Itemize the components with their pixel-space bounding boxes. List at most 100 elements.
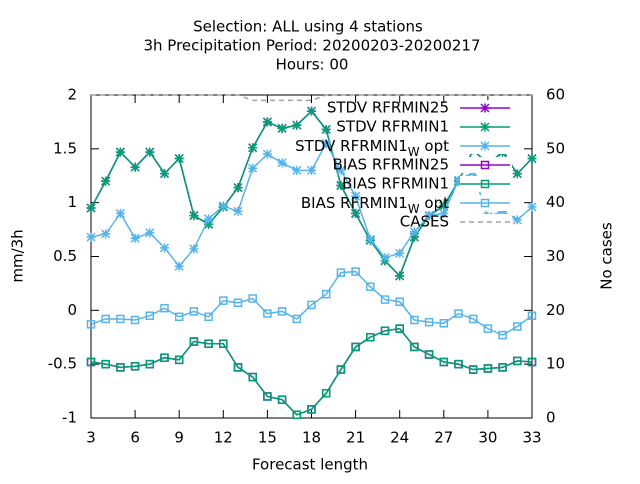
series-line bbox=[90, 327, 533, 416]
point-marker bbox=[204, 312, 213, 322]
x-tick-label: 33 bbox=[522, 429, 541, 447]
legend-bg bbox=[460, 214, 512, 230]
point-marker bbox=[480, 198, 490, 208]
point-marker bbox=[454, 309, 463, 318]
point-marker bbox=[159, 169, 170, 179]
point-marker bbox=[86, 232, 96, 242]
point-marker bbox=[189, 337, 199, 346]
y-tick-label: 0.5 bbox=[53, 247, 77, 265]
point-marker bbox=[263, 392, 272, 401]
point-marker bbox=[321, 388, 331, 398]
x-tick-label: 27 bbox=[434, 429, 453, 447]
point-marker bbox=[159, 243, 170, 253]
point-marker bbox=[395, 248, 405, 258]
point-marker bbox=[116, 363, 125, 372]
point-marker bbox=[115, 147, 125, 157]
point-marker bbox=[527, 311, 537, 320]
point-marker bbox=[160, 303, 169, 313]
point-marker bbox=[380, 326, 390, 336]
point-marker bbox=[189, 307, 199, 316]
point-marker bbox=[453, 175, 464, 185]
point-marker bbox=[306, 106, 317, 116]
point-marker bbox=[366, 282, 375, 291]
point-marker bbox=[409, 227, 419, 237]
y-axis-label: mm/3h bbox=[9, 229, 27, 282]
y-tick-label: 1 bbox=[67, 193, 77, 211]
point-marker bbox=[248, 163, 258, 173]
x-tick-label: 9 bbox=[174, 429, 184, 447]
point-marker bbox=[527, 357, 537, 367]
point-marker bbox=[174, 312, 184, 322]
legend-label: BIAS RFRMIN25 bbox=[333, 156, 449, 174]
legend-label: STDV RFRMIN1W opt bbox=[295, 137, 449, 159]
y-tick-label: 1.5 bbox=[53, 139, 77, 157]
point-marker bbox=[262, 149, 272, 159]
point-marker bbox=[233, 183, 243, 193]
point-marker bbox=[189, 244, 199, 254]
point-marker bbox=[145, 359, 155, 369]
point-marker bbox=[189, 211, 199, 221]
point-marker bbox=[86, 320, 96, 329]
point-marker bbox=[174, 261, 184, 271]
point-marker bbox=[292, 410, 302, 420]
point-marker bbox=[248, 143, 258, 153]
point-marker bbox=[292, 165, 302, 175]
y-tick-label: -0.5 bbox=[48, 355, 77, 373]
point-marker bbox=[410, 315, 419, 325]
point-marker bbox=[454, 359, 463, 369]
point-marker bbox=[424, 211, 434, 221]
point-marker bbox=[101, 359, 110, 369]
legend-label: BIAS RFRMIN1W opt bbox=[301, 194, 449, 216]
point-marker bbox=[307, 405, 316, 414]
point-marker bbox=[513, 322, 522, 331]
point-marker bbox=[277, 395, 287, 404]
legend-label: BIAS RFRMIN1 bbox=[342, 175, 449, 193]
point-marker bbox=[101, 229, 111, 239]
point-marker bbox=[468, 365, 478, 374]
point-marker bbox=[483, 324, 493, 333]
point-marker bbox=[218, 201, 228, 211]
point-marker bbox=[219, 296, 228, 305]
point-marker bbox=[351, 191, 361, 201]
x-tick-label: 30 bbox=[478, 429, 497, 447]
point-marker bbox=[101, 314, 110, 324]
x-tick-label: 12 bbox=[214, 429, 233, 447]
x-axis-label: Forecast length bbox=[252, 456, 368, 474]
point-marker bbox=[483, 364, 493, 373]
y2-tick-label: 60 bbox=[546, 86, 565, 104]
point-marker bbox=[439, 357, 449, 367]
y2-tick-label: 0 bbox=[546, 409, 556, 427]
point-marker bbox=[336, 268, 346, 277]
legend-label: CASES bbox=[400, 213, 449, 231]
point-marker bbox=[277, 158, 287, 168]
y2-tick-label: 20 bbox=[546, 301, 565, 319]
point-marker bbox=[439, 201, 449, 211]
point-marker bbox=[351, 267, 360, 276]
point-marker bbox=[306, 165, 317, 175]
point-marker bbox=[380, 295, 390, 304]
point-marker bbox=[351, 208, 361, 218]
legend-label: STDV RFRMIN25 bbox=[327, 99, 449, 117]
point-marker bbox=[498, 330, 507, 340]
x-tick-label: 15 bbox=[258, 429, 277, 447]
point-marker bbox=[219, 339, 228, 348]
point-marker bbox=[233, 363, 243, 372]
point-marker bbox=[321, 289, 331, 299]
point-marker bbox=[336, 165, 346, 175]
point-marker bbox=[424, 350, 434, 359]
point-marker bbox=[130, 362, 140, 371]
point-marker bbox=[424, 317, 434, 327]
point-marker bbox=[277, 123, 287, 133]
point-marker bbox=[366, 333, 375, 342]
point-marker bbox=[336, 180, 346, 190]
point-marker bbox=[130, 233, 140, 243]
y-tick-label: 0 bbox=[67, 301, 77, 319]
point-marker bbox=[468, 314, 478, 324]
point-marker bbox=[527, 153, 537, 164]
point-marker bbox=[145, 311, 155, 320]
point-marker bbox=[130, 315, 140, 325]
x-tick-label: 24 bbox=[390, 429, 409, 447]
point-marker bbox=[513, 356, 522, 366]
point-marker bbox=[409, 232, 419, 242]
